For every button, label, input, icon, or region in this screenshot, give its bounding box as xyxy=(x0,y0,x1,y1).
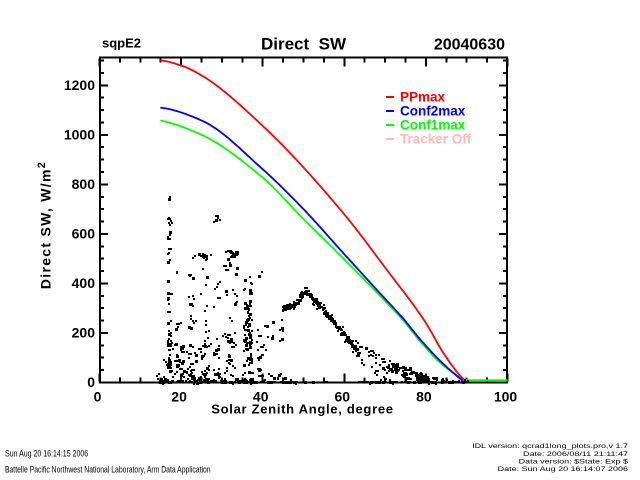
svg-text:Direct SW, W/m2: Direct SW, W/m2 xyxy=(36,161,54,289)
svg-text:100: 100 xyxy=(494,389,518,405)
svg-text:60: 60 xyxy=(335,389,351,405)
svg-text:Direct SW: Direct SW xyxy=(261,35,347,54)
svg-text:40: 40 xyxy=(253,389,269,405)
svg-text:IDL version: qcrad1long_plots.: IDL version: qcrad1long_plots.pro,v 1.7 xyxy=(472,442,629,450)
svg-text:Conf1max: Conf1max xyxy=(400,118,466,133)
svg-text:Tracker Off: Tracker Off xyxy=(400,132,472,147)
svg-text:Data version: $State: Exp $: Data version: $State: Exp $ xyxy=(519,458,629,466)
svg-text:Date: Sun Aug 20 16:14:07 2006: Date: Sun Aug 20 16:14:07 2006 xyxy=(498,465,629,473)
svg-text:sqpE2: sqpE2 xyxy=(102,36,141,51)
svg-text:Conf2max: Conf2max xyxy=(400,104,466,119)
svg-text:400: 400 xyxy=(72,275,96,291)
svg-text:Date: 2006/08/11 21:11:47: Date: 2006/08/11 21:11:47 xyxy=(523,450,629,458)
svg-text:0: 0 xyxy=(87,374,95,390)
svg-text:PPmax: PPmax xyxy=(400,90,446,105)
svg-text:Solar Zenith Angle, degree: Solar Zenith Angle, degree xyxy=(211,402,393,417)
svg-text:0: 0 xyxy=(94,389,102,405)
svg-text:800: 800 xyxy=(72,176,96,192)
svg-text:Sun Aug 20 16:14:15 2006: Sun Aug 20 16:14:15 2006 xyxy=(5,447,88,458)
svg-text:20040630: 20040630 xyxy=(434,37,505,54)
svg-text:80: 80 xyxy=(416,389,432,405)
svg-text:20: 20 xyxy=(171,389,187,405)
svg-text:1200: 1200 xyxy=(64,77,95,93)
svg-text:Battelle Pacific Northwest Nat: Battelle Pacific Northwest National Labo… xyxy=(5,464,211,474)
svg-text:1000: 1000 xyxy=(64,126,95,142)
svg-text:200: 200 xyxy=(72,325,96,341)
svg-text:600: 600 xyxy=(72,225,96,241)
